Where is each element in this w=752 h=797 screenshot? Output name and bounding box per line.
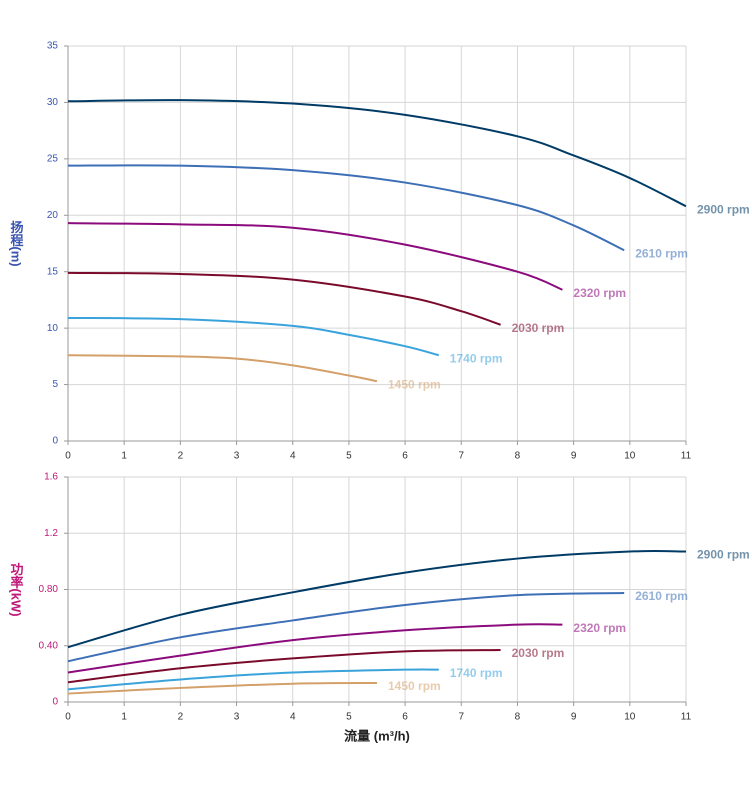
- y-tick-label: 15: [47, 266, 59, 277]
- series-label: 1740 rpm: [450, 351, 503, 365]
- x-tick-label: 9: [571, 451, 577, 462]
- x-tick-label: 2: [178, 451, 184, 462]
- y-axis-label: 功率(kW): [9, 562, 24, 616]
- series-label: 2900 rpm: [697, 202, 750, 216]
- x-tick-label: 3: [234, 451, 240, 462]
- x-tick-label: 11: [681, 712, 692, 723]
- x-tick-label: 0: [65, 451, 71, 462]
- series-line: [67, 592, 625, 663]
- x-tick-label: 6: [402, 451, 408, 462]
- x-tick-label: 3: [234, 712, 240, 723]
- series-label: 1450 rpm: [388, 679, 441, 693]
- series-label: 2610 rpm: [635, 589, 688, 603]
- x-tick-label: 8: [515, 451, 521, 462]
- y-tick-label: 25: [47, 153, 59, 164]
- series-label: 2610 rpm: [635, 246, 688, 260]
- y-tick-label: 1.6: [44, 472, 58, 483]
- x-tick-label: 6: [402, 712, 408, 723]
- x-tick-label: 4: [290, 712, 296, 723]
- x-axis-label: 流量 (m³/h): [344, 728, 410, 743]
- y-tick-label: 0.40: [39, 640, 59, 651]
- series-line: [67, 271, 501, 326]
- x-tick-label: 9: [571, 712, 577, 723]
- x-tick-label: 7: [458, 712, 464, 723]
- series-label: 2320 rpm: [573, 286, 626, 300]
- series-line: [67, 682, 378, 695]
- x-tick-label: 7: [458, 451, 464, 462]
- series-line: [67, 316, 440, 357]
- y-tick-label: 1.2: [44, 528, 58, 539]
- x-tick-label: 5: [346, 712, 352, 723]
- y-tick-label: 5: [52, 379, 58, 390]
- series-label: 2030 rpm: [512, 321, 565, 335]
- series-line: [67, 550, 687, 649]
- y-tick-label: 20: [47, 210, 59, 221]
- x-tick-label: 11: [681, 451, 692, 462]
- series-label: 1740 rpm: [450, 666, 503, 680]
- y-tick-label: 0: [52, 697, 58, 708]
- series-line: [67, 99, 687, 208]
- x-tick-label: 5: [346, 451, 352, 462]
- y-tick-label: 35: [47, 41, 59, 52]
- series-label: 2030 rpm: [512, 646, 565, 660]
- x-tick-label: 1: [121, 712, 127, 723]
- x-tick-label: 0: [65, 712, 71, 723]
- series-line: [67, 623, 563, 674]
- series-line: [67, 222, 563, 291]
- y-axis-label: 扬程(m): [9, 220, 24, 267]
- series-label: 1450 rpm: [388, 377, 441, 391]
- x-tick-label: 10: [624, 712, 636, 723]
- x-tick-label: 2: [178, 712, 184, 723]
- y-tick-label: 0.80: [39, 584, 59, 595]
- series-label: 2900 rpm: [697, 548, 750, 562]
- series-line: [67, 354, 378, 383]
- y-tick-label: 30: [47, 97, 59, 108]
- series-line: [67, 668, 439, 691]
- series-line: [67, 164, 625, 252]
- series-label: 2320 rpm: [573, 621, 626, 635]
- x-tick-label: 10: [624, 451, 636, 462]
- x-tick-label: 8: [515, 712, 521, 723]
- series-line: [67, 648, 501, 684]
- y-tick-label: 10: [47, 323, 59, 334]
- y-tick-label: 0: [52, 436, 58, 447]
- x-tick-label: 4: [290, 451, 296, 462]
- x-tick-label: 1: [121, 451, 127, 462]
